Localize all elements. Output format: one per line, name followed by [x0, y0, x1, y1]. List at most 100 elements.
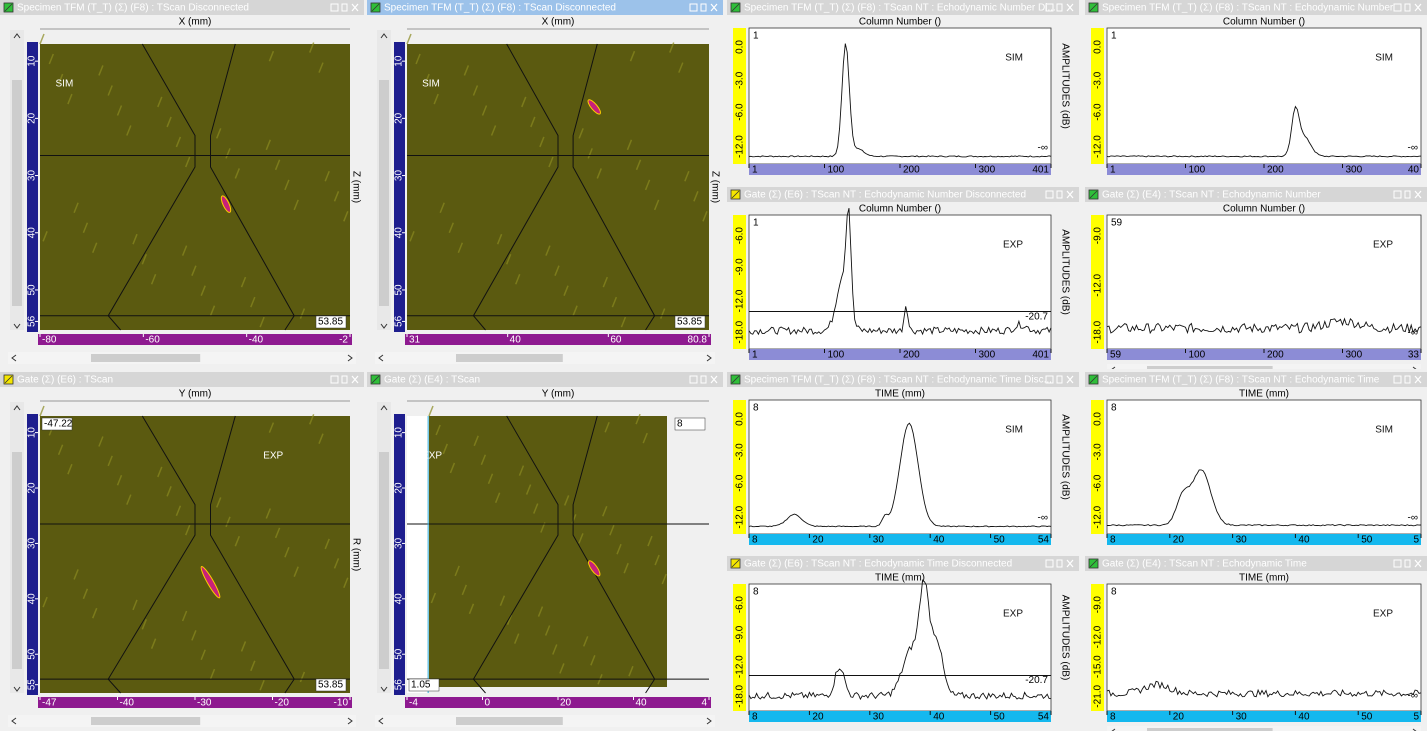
end-value: -∞: [1408, 690, 1418, 701]
left-ruler-label: 55: [27, 679, 38, 691]
amplitude-label: -12.0: [735, 135, 746, 158]
h-scroll-thumb[interactable]: [456, 354, 563, 362]
left-ruler-label: 40: [394, 593, 405, 605]
h-scroll-thumb[interactable]: [1147, 366, 1273, 369]
echodynamic-panel: Gate (Σ) (E6) : TScan NT : Echodynamic T…: [727, 556, 1079, 731]
cursor-value: 1: [753, 31, 759, 42]
amplitude-label: -9.0: [735, 625, 746, 643]
left-ruler-label: 40: [27, 593, 38, 605]
h-scroll-thumb[interactable]: [91, 717, 200, 725]
amplitude-label: -18.0: [1093, 320, 1104, 343]
cursor-value: 8: [753, 403, 759, 414]
bottom-ruler-label: 80.8: [688, 335, 708, 346]
plot-area: [749, 28, 1051, 164]
bottom-ruler: [38, 334, 352, 345]
position-ruler-label: 5: [1413, 535, 1419, 546]
position-ruler-label: 40: [1298, 535, 1310, 546]
v-scroll-thumb[interactable]: [379, 80, 389, 306]
top-axis-label: Y (mm): [542, 389, 575, 400]
position-ruler-label: 50: [1361, 535, 1373, 546]
echodynamic-panel: Specimen TFM (T_T) (Σ) (F8) : TScan NT :…: [1085, 0, 1427, 184]
amplitude-label: -3.0: [735, 443, 746, 461]
amplitude-label: -6.0: [735, 103, 746, 121]
bottom-ruler-label: -10: [334, 698, 349, 709]
position-ruler-label: 40: [933, 535, 945, 546]
echodynamic-panel: Gate (Σ) (E4) : TScan NT : Echodynamic T…: [1085, 556, 1427, 731]
panel-title: Specimen TFM (T_T) (Σ) (F8) : TScan NT :…: [744, 375, 1052, 386]
v-scroll-thumb[interactable]: [379, 452, 389, 669]
bottom-ruler-label: -47: [42, 698, 57, 709]
amplitude-label: -9.0: [1093, 227, 1104, 245]
echodynamic-panel: Gate (Σ) (E4) : TScan NT : Echodynamic N…: [1085, 187, 1427, 369]
tscan-panel: Specimen TFM (T_T) (Σ) (F8) : TScan Disc…: [0, 0, 364, 368]
position-ruler-label: 100: [828, 350, 845, 361]
view-tag: SIM: [1005, 425, 1023, 436]
left-ruler-label: 10: [27, 55, 38, 67]
bottom-ruler-label: -40: [120, 698, 135, 709]
top-axis-label: X (mm): [542, 17, 575, 28]
position-ruler-label: 300: [1346, 165, 1363, 176]
tscan-panel: Gate (Σ) (E6) : TScanY (mm)102030405055E…: [0, 372, 364, 731]
end-value: -∞: [1038, 142, 1048, 153]
view-tag: EXP: [1373, 609, 1393, 620]
tscan-image: [407, 44, 709, 330]
side-axis-label: AMPLITUDES (dB): [1059, 414, 1070, 500]
cursor-value: 8: [1111, 403, 1117, 414]
amplitude-label: -12.0: [735, 655, 746, 678]
tscan-image: [40, 416, 350, 693]
bottom-ruler-label: 4: [701, 698, 707, 709]
plot-area: [1107, 584, 1421, 711]
left-ruler-label: 40: [27, 227, 38, 239]
position-ruler-label: 30: [1236, 535, 1248, 546]
end-value: -20.7: [1025, 675, 1048, 686]
left-ruler-label: 30: [394, 537, 405, 549]
panel-title: Gate (Σ) (E6) : TScan NT : Echodynamic T…: [744, 559, 1012, 570]
amplitude-label: -12.0: [1093, 505, 1104, 528]
end-value: -∞: [1408, 142, 1418, 153]
amplitude-label: -12.0: [1093, 135, 1104, 158]
readout: -47.22: [44, 419, 73, 430]
position-ruler-label: 1: [752, 165, 758, 176]
left-ruler-label: 56: [394, 315, 405, 327]
position-ruler-label: 200: [1267, 350, 1284, 361]
side-axis-label: AMPLITUDES (dB): [1059, 229, 1070, 315]
amplitude-label: -12.0: [735, 505, 746, 528]
bottom-ruler-label: 0: [485, 698, 491, 709]
position-ruler-label: 300: [979, 165, 996, 176]
cursor-value: 1: [1111, 31, 1117, 42]
v-scroll-thumb[interactable]: [12, 80, 22, 306]
amplitude-label: -12.0: [1093, 273, 1104, 296]
h-scroll-thumb[interactable]: [456, 717, 563, 725]
position-ruler-label: 20: [1173, 712, 1185, 723]
panel-title: Gate (Σ) (E6) : TScan NT : Echodynamic N…: [744, 190, 1026, 201]
readout: 53.85: [318, 680, 343, 691]
tscan-image: [40, 44, 350, 330]
amplitude-label: -3.0: [735, 71, 746, 89]
position-ruler-label: 401: [1032, 165, 1049, 176]
view-tag: EXP: [1373, 240, 1393, 251]
view-tag: EXP: [263, 451, 283, 462]
left-ruler-label: 50: [394, 648, 405, 660]
echodynamic-panel: Gate (Σ) (E6) : TScan NT : Echodynamic N…: [727, 187, 1079, 369]
panel-title: Gate (Σ) (E6) : TScan: [17, 375, 113, 386]
plot-area: [1107, 28, 1421, 164]
left-ruler-label: 20: [27, 112, 38, 124]
position-ruler-label: 100: [1189, 350, 1206, 361]
v-scroll-thumb[interactable]: [12, 452, 22, 669]
position-ruler: [1107, 711, 1421, 722]
amplitude-label: -21.0: [1093, 684, 1104, 707]
tscan-panel: Gate (Σ) (E4) : TScanY (mm)102030405056E…: [367, 372, 723, 731]
tscan-panel: Specimen TFM (T_T) (Σ) (F8) : TScan Disc…: [367, 0, 723, 368]
panel-title: Specimen TFM (T_T) (Σ) (F8) : TScan NT :…: [744, 3, 1056, 14]
left-ruler-label: 50: [27, 284, 38, 296]
panel-title: Specimen TFM (T_T) (Σ) (F8) : TScan Disc…: [384, 3, 616, 14]
end-value: -20.7: [1025, 311, 1048, 322]
left-ruler-label: 56: [394, 679, 405, 691]
cursor-value: 8: [1111, 587, 1117, 598]
side-axis-label: R (mm): [350, 538, 361, 571]
h-scroll-thumb[interactable]: [91, 354, 200, 362]
left-ruler-label: 56: [27, 315, 38, 327]
view-tag: EXP: [422, 451, 442, 462]
left-ruler-label: 50: [394, 284, 405, 296]
amplitude-label: -18.0: [735, 320, 746, 343]
